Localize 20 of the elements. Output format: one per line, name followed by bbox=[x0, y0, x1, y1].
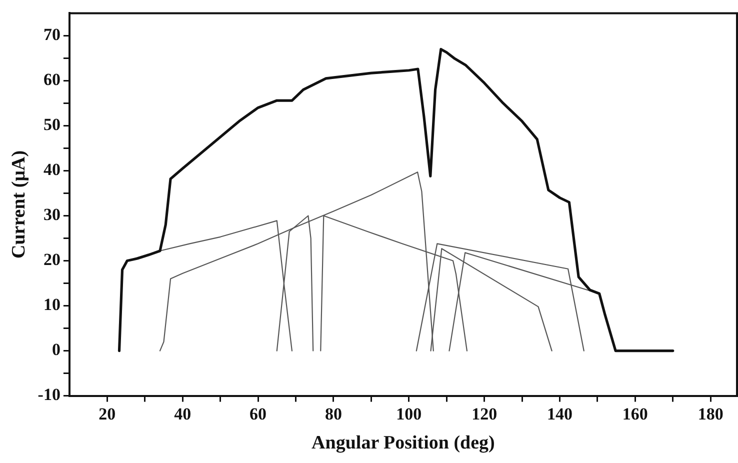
y-tick-label: 70 bbox=[43, 25, 60, 44]
x-tick-label: 100 bbox=[396, 404, 422, 424]
x-axis-title: Angular Position (deg) bbox=[312, 432, 495, 454]
x-tick-label: 40 bbox=[174, 404, 192, 424]
y-tick-label: 10 bbox=[43, 295, 60, 314]
y-tick-label: 20 bbox=[43, 250, 60, 270]
x-tick-label: 160 bbox=[622, 404, 648, 424]
x-tick-label: 140 bbox=[546, 404, 572, 424]
y-tick-label: 60 bbox=[43, 70, 60, 90]
y-tick-label: 30 bbox=[43, 205, 60, 224]
y-tick-label: 40 bbox=[43, 160, 60, 180]
x-tick-label: 20 bbox=[98, 404, 116, 424]
y-tick-label: 0 bbox=[52, 340, 60, 360]
x-tick-label: 120 bbox=[472, 404, 498, 424]
x-tick-label: 60 bbox=[250, 404, 267, 424]
x-tick-label: 180 bbox=[698, 404, 724, 424]
y-axis-title: Current (μA) bbox=[8, 150, 30, 259]
y-tick-label: 50 bbox=[43, 115, 60, 134]
x-tick-label: 80 bbox=[324, 404, 342, 424]
y-tick-label: -10 bbox=[38, 385, 60, 404]
